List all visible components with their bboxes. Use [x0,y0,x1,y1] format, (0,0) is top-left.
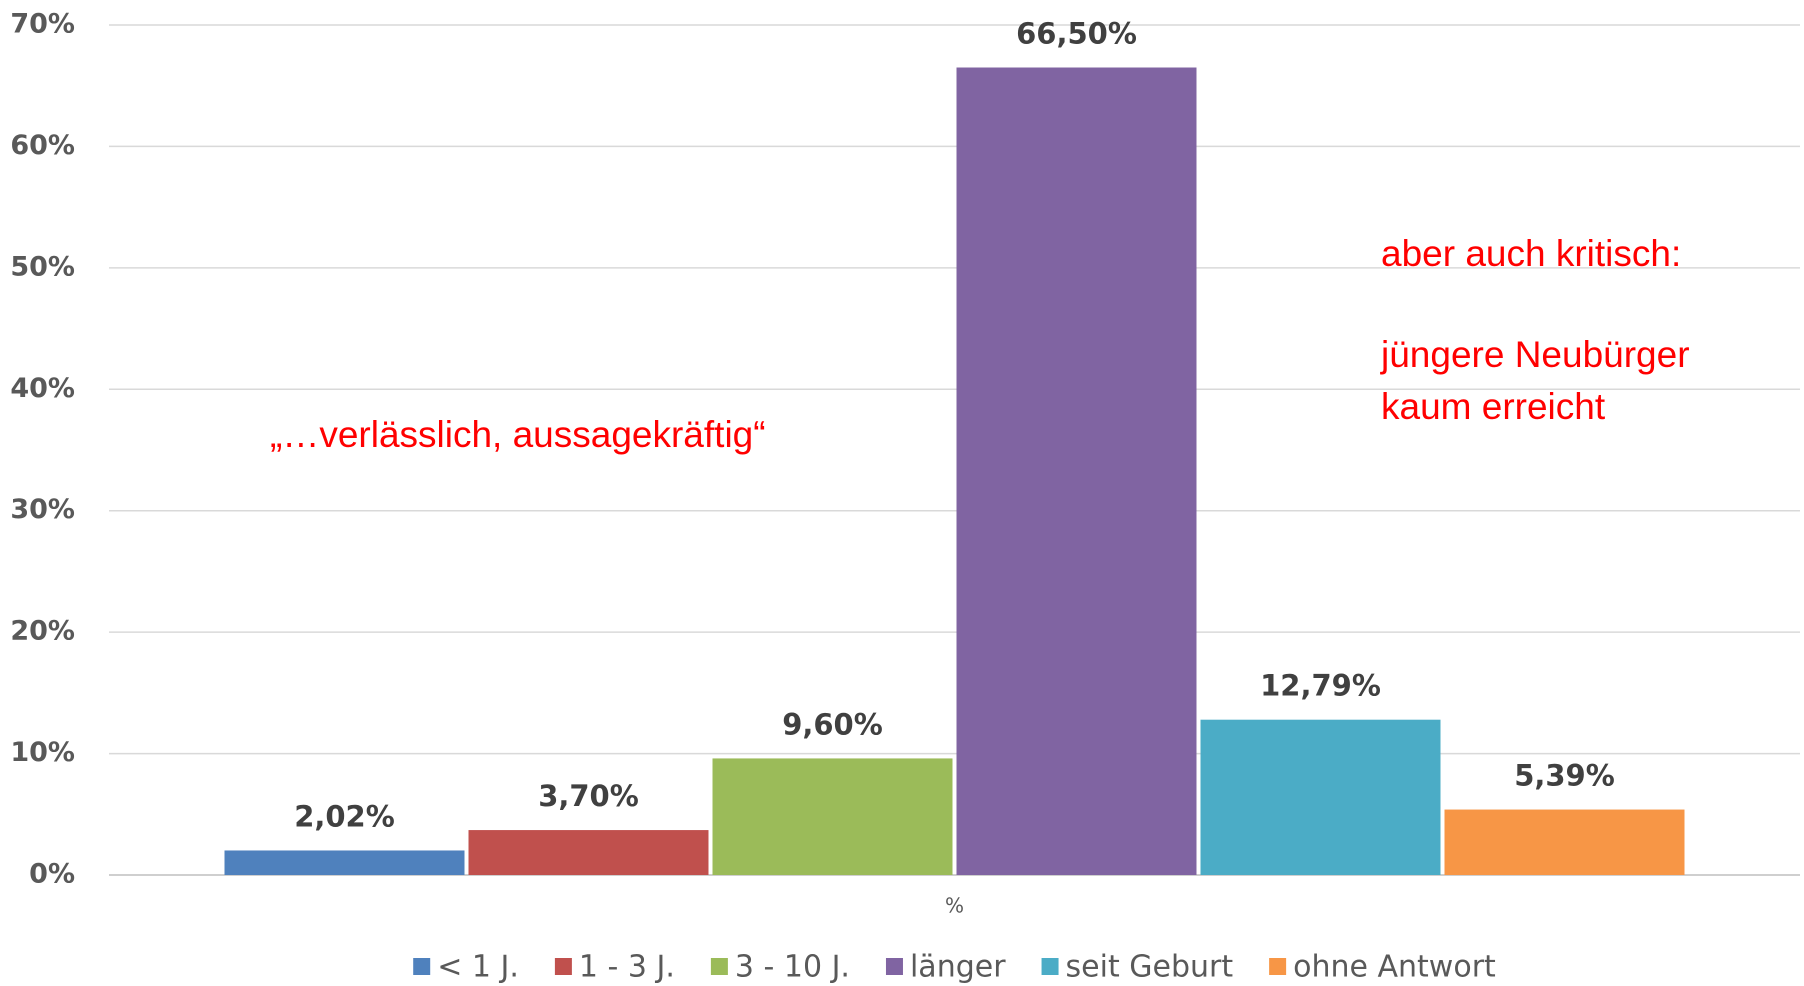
legend-swatch [413,958,431,975]
legend-swatch [885,958,903,975]
annotation: kaum erreicht [1381,386,1606,427]
data-label: 5,39% [1514,759,1615,793]
y-tick-label: 0% [29,859,75,890]
y-tick-label: 10% [10,737,75,768]
bar [1200,719,1441,875]
bar [468,830,709,875]
legend-label: länger [910,950,1006,985]
y-tick-label: 50% [10,251,75,282]
legend-swatch [1041,958,1059,975]
bar [712,758,953,875]
y-tick-label: 20% [10,616,75,647]
data-label: 12,79% [1260,669,1381,703]
bar [1444,809,1685,875]
legend-swatch [1269,958,1287,975]
y-tick-label: 70% [10,9,75,40]
legend-label: ohne Antwort [1293,950,1496,985]
y-tick-label: 30% [10,494,75,525]
data-label: 2,02% [294,799,395,833]
y-tick-label: 60% [10,130,75,161]
legend-label: 3 - 10 J. [735,950,850,985]
bar [224,850,465,875]
y-tick-label: 40% [10,373,75,404]
legend-swatch [710,958,728,975]
annotation: „…verlässlich, aussagekräftig“ [270,414,766,455]
annotation: jüngere Neubürger [1380,334,1690,375]
data-label: 3,70% [538,779,639,813]
legend-swatch [554,958,572,975]
data-label: 66,50% [1016,17,1137,51]
bar [956,67,1197,875]
legend-label: seit Geburt [1066,950,1234,985]
legend-label: 1 - 3 J. [579,950,675,985]
data-label: 9,60% [782,707,883,741]
legend-label: < 1 J. [437,950,519,985]
annotation: aber auch kritisch: [1381,233,1681,274]
x-tick-label: % [945,894,964,918]
